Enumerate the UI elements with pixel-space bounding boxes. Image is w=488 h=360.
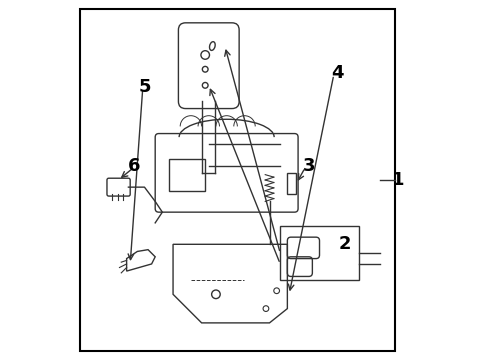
Text: 6: 6	[127, 157, 140, 175]
Text: 3: 3	[302, 157, 314, 175]
Bar	[80, 9, 394, 351]
Text: 1: 1	[391, 171, 404, 189]
Text: 5: 5	[138, 78, 150, 96]
Bar	[169, 158, 205, 191]
Bar	[280, 226, 358, 280]
Text: 4: 4	[330, 64, 343, 82]
Text: 2: 2	[338, 235, 350, 253]
Bar	[287, 173, 296, 194]
